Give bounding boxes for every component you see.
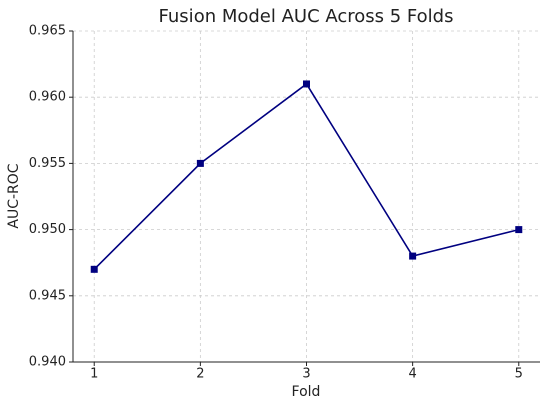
data-point	[196, 159, 204, 167]
y-tick-label: 0.960	[29, 90, 66, 105]
y-axis-label: AUC-ROC	[6, 163, 22, 228]
data-point	[90, 265, 98, 273]
data-point	[515, 226, 523, 234]
x-tick-label: 2	[196, 367, 204, 382]
y-tick-label: 0.950	[29, 222, 66, 237]
y-tick-label: 0.940	[29, 355, 66, 370]
x-tick-label: 5	[515, 367, 523, 382]
x-tick-label: 1	[90, 367, 98, 382]
data-point	[409, 252, 417, 260]
y-tick-label: 0.945	[29, 288, 66, 303]
chart-title: Fusion Model AUC Across 5 Folds	[159, 6, 454, 27]
x-axis-label: Fold	[292, 384, 321, 400]
data-point	[303, 80, 310, 88]
x-tick-label: 3	[302, 367, 310, 382]
x-tick-label: 4	[408, 367, 416, 382]
y-tick-label: 0.955	[29, 156, 66, 171]
y-tick-label: 0.965	[29, 24, 66, 39]
